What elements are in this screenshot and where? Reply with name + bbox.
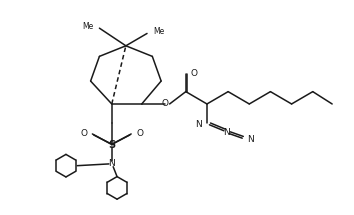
Text: O: O: [161, 100, 169, 109]
Text: Me: Me: [82, 22, 93, 31]
Text: O: O: [80, 129, 87, 138]
Text: N: N: [108, 159, 115, 168]
Text: Me: Me: [153, 27, 165, 36]
Text: N: N: [223, 128, 230, 137]
Text: N: N: [195, 120, 202, 129]
Text: O: O: [136, 129, 143, 138]
Text: S: S: [109, 140, 116, 149]
Text: O: O: [191, 69, 198, 78]
Text: N: N: [247, 135, 254, 144]
